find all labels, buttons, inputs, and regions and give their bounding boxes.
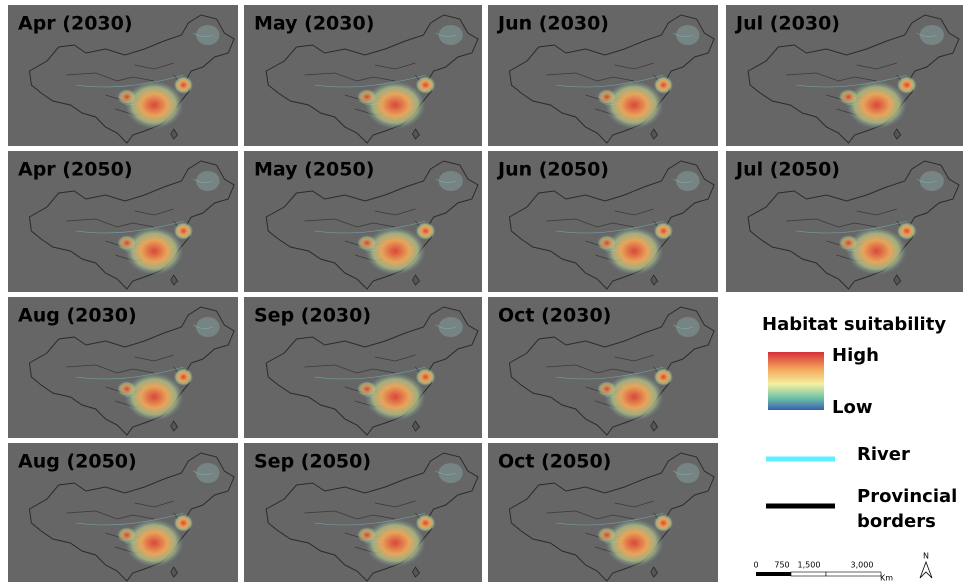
north-label: N [923, 552, 929, 561]
legend-high: High [832, 345, 879, 366]
panel-label: Jun (2050) [496, 159, 609, 181]
scale-label: 0 [753, 561, 758, 570]
panel-label: Sep (2030) [254, 305, 371, 327]
panel-label: Sep (2050) [254, 451, 371, 473]
map-panel: Sep (2050) [244, 443, 482, 582]
panel-label: Apr (2030) [18, 13, 133, 35]
map-panel: Sep (2030) [244, 297, 482, 438]
scale-label: 1,500 [798, 561, 821, 570]
legend-borders: Provincial [857, 486, 957, 507]
scale-segment [756, 572, 791, 576]
map-panel: Jul (2050) [726, 151, 963, 292]
legend-borders: borders [857, 511, 936, 532]
panel-label: Jul (2050) [734, 159, 840, 181]
map-panel: Jun (2030) [488, 5, 718, 146]
map-panel: Apr (2050) [8, 151, 238, 292]
panel-label: Aug (2030) [18, 305, 137, 327]
legend-low: Low [832, 397, 872, 418]
map-panel: Apr (2030) [8, 5, 238, 146]
scale-label: 750 [774, 561, 789, 570]
panel-label: Jul (2030) [734, 13, 840, 35]
map-panel: Aug (2030) [8, 297, 238, 438]
panel-label: May (2030) [254, 13, 374, 35]
map-panel: May (2030) [244, 5, 482, 146]
north-arrow [920, 562, 932, 578]
color-ramp [768, 352, 824, 410]
legend-river: River [857, 444, 910, 465]
panel-grid: Apr (2030) May (2030) Jun (2030) Jul (2030)… [8, 5, 963, 582]
legend-title: Habitat suitability [762, 314, 946, 335]
scale-bar: 0 750 1,500 3,000 Km N [753, 552, 932, 583]
scale-segment [791, 572, 826, 576]
panel-label: Oct (2030) [498, 305, 611, 327]
map-panel: Jun (2050) [488, 151, 718, 292]
map-panel: Oct (2030) [488, 297, 718, 438]
panel-label: Aug (2050) [18, 451, 137, 473]
scale-label: 3,000 [851, 561, 874, 570]
map-panel: May (2050) [244, 151, 482, 292]
scale-segment [826, 572, 881, 576]
map-panel: Jul (2030) [726, 5, 963, 146]
figure: Apr (2030) May (2030) Jun (2030) Jul (2030)… [0, 0, 963, 582]
map-panel: Oct (2050) [488, 443, 718, 582]
panel-label: Oct (2050) [498, 451, 611, 473]
panel-label: May (2050) [254, 159, 374, 181]
panel-label: Apr (2050) [18, 159, 133, 181]
panel-label: Jun (2030) [496, 13, 609, 35]
map-panel: Aug (2050) [8, 443, 238, 582]
legend: Habitat suitability High Low River Provi… [762, 314, 957, 532]
scale-unit: Km [880, 574, 893, 583]
